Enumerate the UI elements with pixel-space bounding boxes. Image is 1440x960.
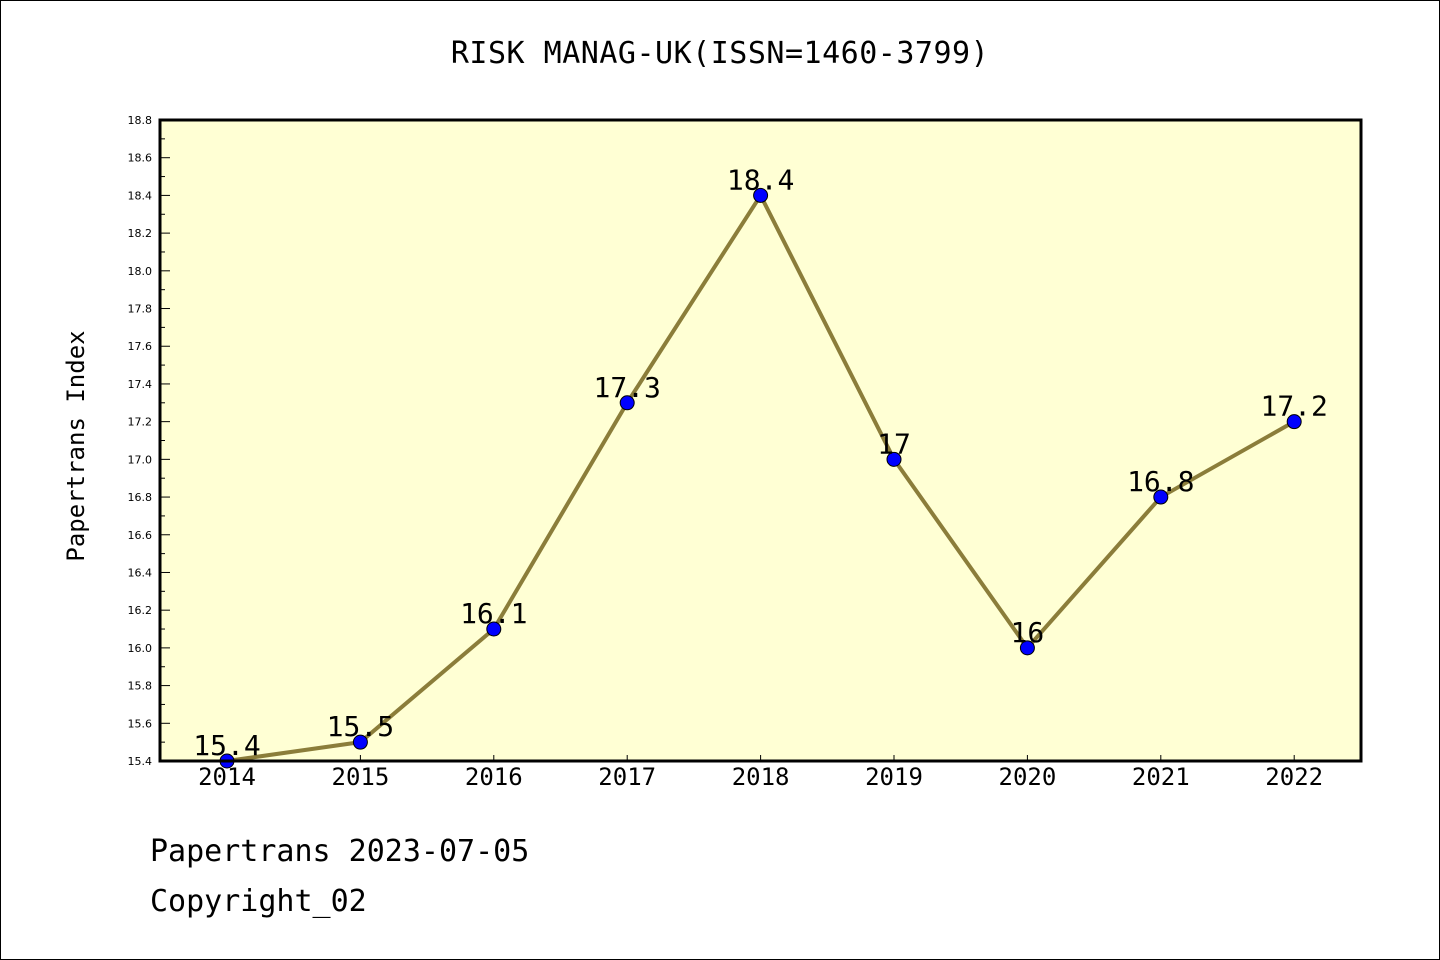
data-point: [352, 734, 368, 750]
data-label: 18.4: [727, 163, 794, 196]
x-tick-label: 2022: [1265, 763, 1323, 791]
data-point: [753, 187, 769, 203]
y-tick-label: 16.4: [128, 566, 153, 579]
data-label: 16.8: [1127, 465, 1194, 498]
y-tick-label: 18.0: [128, 265, 153, 278]
data-point: [619, 395, 635, 411]
data-label: 17.3: [593, 371, 660, 404]
data-label: 17: [877, 427, 911, 460]
footer-date: Papertrans 2023-07-05: [150, 834, 530, 869]
x-tick-label: 2020: [999, 763, 1057, 791]
x-tick-label: 2021: [1132, 763, 1190, 791]
y-tick-label: 18.2: [128, 227, 153, 240]
footer-copyright: Copyright_02: [150, 884, 367, 919]
y-tick-label: 15.6: [128, 717, 153, 730]
plot-area: [160, 120, 1361, 761]
plot-border: [158, 118, 1363, 763]
data-label: 15.5: [327, 710, 394, 743]
data-point: [1019, 640, 1035, 656]
y-tick-label: 16.2: [128, 604, 153, 617]
y-tick-label: 18.4: [128, 189, 153, 202]
y-tick-label: 17.6: [128, 340, 153, 353]
data-point: [1286, 414, 1302, 430]
x-tick-label: 2015: [332, 763, 390, 791]
y-tick-label: 15.4: [128, 755, 153, 768]
y-tick-label: 16.0: [128, 642, 153, 655]
data-point: [1153, 489, 1169, 505]
x-tick-label: 2017: [598, 763, 656, 791]
y-tick-label: 16.6: [128, 529, 153, 542]
y-tick-label: 17.2: [128, 416, 153, 429]
y-tick-label: 17.4: [128, 378, 153, 391]
data-label: 17.2: [1260, 390, 1327, 423]
y-tick-label: 17.8: [128, 303, 153, 316]
y-tick-label: 16.8: [128, 491, 153, 504]
y-tick-label: 15.8: [128, 680, 153, 693]
y-tick-label: 18.8: [128, 114, 153, 127]
y-tick-label: 17.0: [128, 453, 153, 466]
x-tick-label: 2016: [465, 763, 523, 791]
data-point: [886, 451, 902, 467]
chart-title: RISK MANAG-UK(ISSN=1460-3799): [450, 36, 990, 71]
x-tick-label: 2018: [732, 763, 790, 791]
x-tick-label: 2019: [865, 763, 923, 791]
data-label: 16.1: [460, 597, 527, 630]
data-label: 15.4: [193, 729, 260, 762]
y-tick-label: 18.6: [128, 152, 153, 165]
data-point: [486, 621, 502, 637]
data-label: 16: [1011, 616, 1045, 649]
